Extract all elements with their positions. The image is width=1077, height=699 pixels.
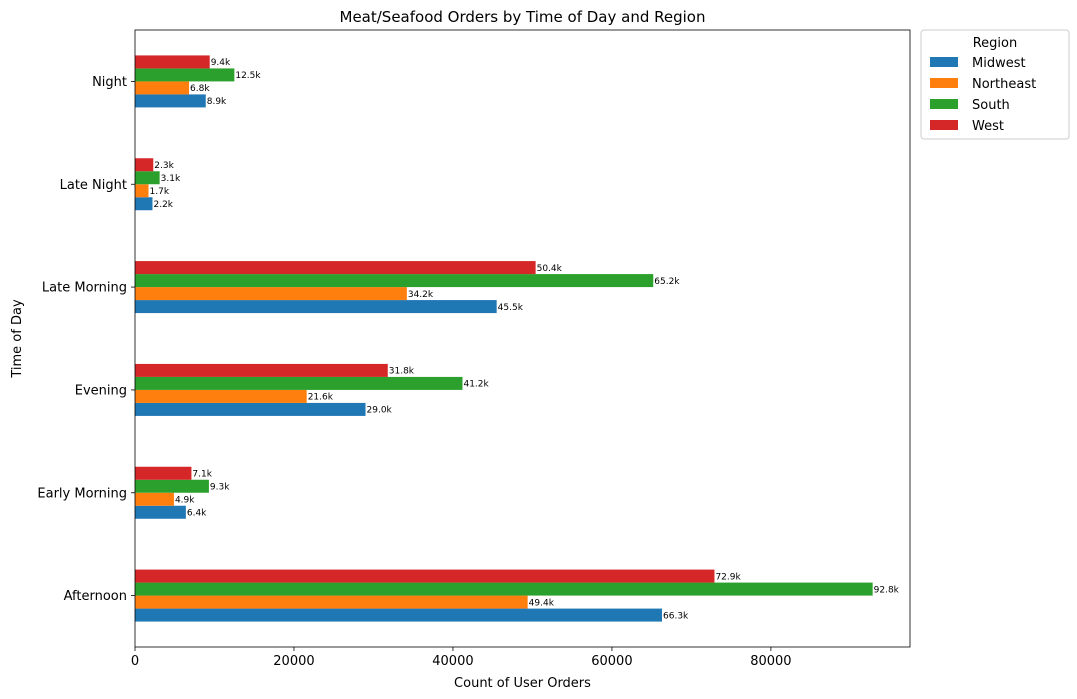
y-axis: Afternoon Early Morning Evening Late Mornin… [37, 75, 135, 604]
legend-label-west: West [972, 119, 1004, 134]
bar-night-south [135, 68, 235, 82]
y-tick-label: Early Morning [37, 486, 127, 501]
bar-early-morning-midwest [135, 505, 186, 519]
x-tick-label: 60000 [591, 654, 632, 669]
legend-swatch-northeast [930, 78, 958, 88]
legend-title: Region [973, 36, 1018, 51]
bar-night-midwest [135, 94, 206, 108]
x-tick-label: 0 [131, 654, 139, 669]
legend-swatch-west [930, 120, 958, 130]
bar-late-night-south [135, 171, 160, 185]
y-tick-label: Late Night [60, 178, 127, 193]
bar-evening-south [135, 376, 463, 390]
legend-label-midwest: Midwest [972, 56, 1026, 71]
plot-frame [134, 29, 911, 648]
x-tick-label: 40000 [432, 654, 473, 669]
data-label: 50.4k [537, 264, 563, 274]
data-label: 7.1k [192, 469, 212, 479]
y-axis-label: Time of Day [10, 299, 25, 379]
data-label: 2.2k [153, 200, 173, 210]
data-label: 9.4k [211, 58, 231, 68]
bar-late-night-midwest [135, 197, 153, 211]
bar-late-night-west [135, 158, 154, 172]
bar-late-morning-midwest [135, 300, 497, 314]
data-label: 1.7k [150, 187, 170, 197]
chart-title: Meat/Seafood Orders by Time of Day and R… [340, 8, 706, 26]
data-label: 34.2k [408, 290, 434, 300]
bar-late-morning-south [135, 274, 654, 288]
y-tick-label: Afternoon [64, 589, 127, 604]
legend-items: Midwest Northeast South West [930, 56, 1036, 134]
data-label: 41.2k [463, 380, 489, 390]
bars-layer [135, 55, 873, 622]
y-tick-label: Evening [75, 383, 127, 398]
y-tick-label: Night [92, 75, 127, 90]
data-label: 45.5k [498, 303, 524, 313]
bar-late-night-northeast [135, 184, 149, 198]
data-label: 21.6k [308, 393, 334, 403]
bar-evening-midwest [135, 402, 366, 416]
data-labels-layer: 66.3k 49.4k 92.8k 72.9k 6.4k 4.9k 9.3k 7.1k 29.0… [150, 58, 900, 621]
bar-afternoon-south [135, 582, 873, 596]
data-label: 3.1k [161, 174, 181, 184]
x-tick-label: 20000 [273, 654, 314, 669]
x-tick-label: 80000 [750, 654, 791, 669]
data-label: 66.3k [663, 611, 689, 621]
bar-evening-northeast [135, 389, 307, 403]
bar-evening-west [135, 363, 388, 377]
data-label: 6.4k [187, 508, 207, 518]
data-label: 4.9k [175, 495, 195, 505]
bar-night-west [135, 55, 210, 69]
x-axis-label: Count of User Orders [454, 676, 591, 691]
bar-afternoon-midwest [135, 608, 662, 622]
data-label: 6.8k [190, 84, 210, 94]
y-tick-label: Late Morning [42, 281, 127, 296]
legend: Region Midwest Northeast South West [920, 29, 1070, 140]
bar-early-morning-west [135, 466, 192, 480]
data-label: 65.2k [654, 277, 680, 287]
legend-swatch-midwest [930, 57, 958, 67]
bar-late-morning-northeast [135, 287, 407, 301]
data-label: 92.8k [874, 585, 900, 595]
data-label: 12.5k [235, 71, 261, 81]
x-axis: 0 20000 40000 60000 80000 [131, 647, 792, 669]
bar-night-northeast [135, 81, 190, 95]
data-label: 9.3k [210, 482, 230, 492]
data-label: 2.3k [154, 161, 174, 171]
legend-label-south: South [972, 98, 1010, 113]
bar-afternoon-northeast [135, 595, 528, 609]
data-label: 72.9k [715, 572, 741, 582]
data-label: 49.4k [529, 598, 555, 608]
legend-swatch-south [930, 99, 958, 109]
data-label: 29.0k [367, 406, 393, 416]
data-label: 8.9k [207, 97, 227, 107]
bar-early-morning-northeast [135, 492, 174, 506]
data-label: 31.8k [389, 367, 415, 377]
bar-early-morning-south [135, 479, 209, 493]
legend-label-northeast: Northeast [972, 77, 1036, 92]
bar-afternoon-west [135, 569, 715, 583]
bar-late-morning-west [135, 261, 536, 275]
